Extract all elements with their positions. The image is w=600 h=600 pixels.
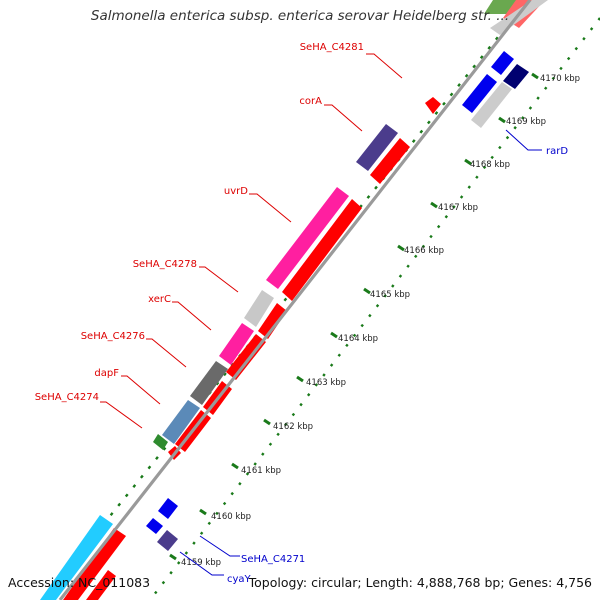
feature-labels: SeHA_C4281 corA uvrD SeHA_C4278 xerC SeH… (35, 42, 569, 585)
label-cora[interactable]: corA (299, 96, 322, 107)
gene-cds-bottom-2[interactable] (86, 570, 116, 600)
label-seha-c4274[interactable]: SeHA_C4274 (35, 392, 99, 403)
gene-top-grey[interactable] (490, 0, 548, 35)
scale-label: 4167 kbp (438, 203, 478, 213)
gene-cora[interactable] (356, 124, 398, 171)
label-rard[interactable]: rarD (546, 146, 568, 157)
scale-label: 4160 kbp (211, 512, 251, 522)
gene-cds-2[interactable] (226, 334, 266, 380)
label-xerc[interactable]: xerC (148, 294, 171, 305)
feature-leaders (100, 53, 542, 576)
gene-blue-small-2[interactable] (146, 518, 163, 534)
gene-rard[interactable] (462, 74, 497, 113)
gene-seha-c4278[interactable] (244, 290, 274, 327)
scale-label: 4165 kbp (370, 290, 410, 300)
gene-dapf[interactable] (162, 400, 200, 444)
label-cyay[interactable]: cyaY (227, 574, 252, 585)
gene-seha-c4276[interactable] (190, 361, 228, 405)
map-title: Salmonella enterica subsp. enterica sero… (90, 8, 510, 24)
green-tick-track-inner (149, 17, 600, 600)
scale-label: 4164 kbp (338, 334, 378, 344)
gene-uvrd-cds[interactable] (282, 199, 362, 301)
label-seha-c4281[interactable]: SeHA_C4281 (300, 42, 364, 53)
gene-cyan[interactable] (40, 515, 113, 600)
label-seha-c4271[interactable]: SeHA_C4271 (241, 554, 305, 565)
scale-label: 4162 kbp (273, 422, 313, 432)
gene-seha-c4281[interactable] (425, 97, 441, 114)
label-dapf[interactable]: dapF (94, 368, 119, 379)
scale-label: 4161 kbp (241, 466, 281, 476)
backbone (58, 0, 532, 600)
scale-label: 4168 kbp (470, 160, 510, 170)
gene-cds-bottom[interactable] (63, 528, 126, 600)
gene-blue-small-1[interactable] (158, 498, 178, 519)
gene-rard-grey[interactable] (471, 82, 512, 128)
gene-cora-cds[interactable] (370, 138, 410, 184)
gene-xerc[interactable] (219, 323, 254, 365)
scale-label: 4163 kbp (306, 378, 346, 388)
label-uvrd[interactable]: uvrD (224, 186, 248, 197)
green-tick-track-outer (41, 0, 529, 600)
label-seha-c4276[interactable]: SeHA_C4276 (81, 331, 145, 342)
gene-slate-small[interactable] (157, 530, 178, 551)
genome-summary: Topology: circular; Length: 4,888,768 bp… (248, 575, 592, 590)
gene-uvrd[interactable] (266, 187, 349, 289)
gene-navy[interactable] (503, 64, 529, 89)
scale-ticks (169, 72, 539, 561)
scale-labels: 4159 kbp 4160 kbp 4161 kbp 4162 kbp 4163… (181, 74, 580, 568)
scale-label: 4170 kbp (540, 74, 580, 84)
scale-label: 4169 kbp (506, 117, 546, 127)
scale-label: 4159 kbp (181, 558, 221, 568)
gene-seha-c4274[interactable] (153, 434, 168, 450)
label-seha-c4278[interactable]: SeHA_C4278 (133, 259, 197, 270)
accession-text: Accession: NC_011083 (8, 575, 151, 590)
gene-blue-upper[interactable] (491, 51, 514, 75)
gene-cds-1[interactable] (258, 303, 287, 339)
scale-label: 4166 kbp (404, 246, 444, 256)
